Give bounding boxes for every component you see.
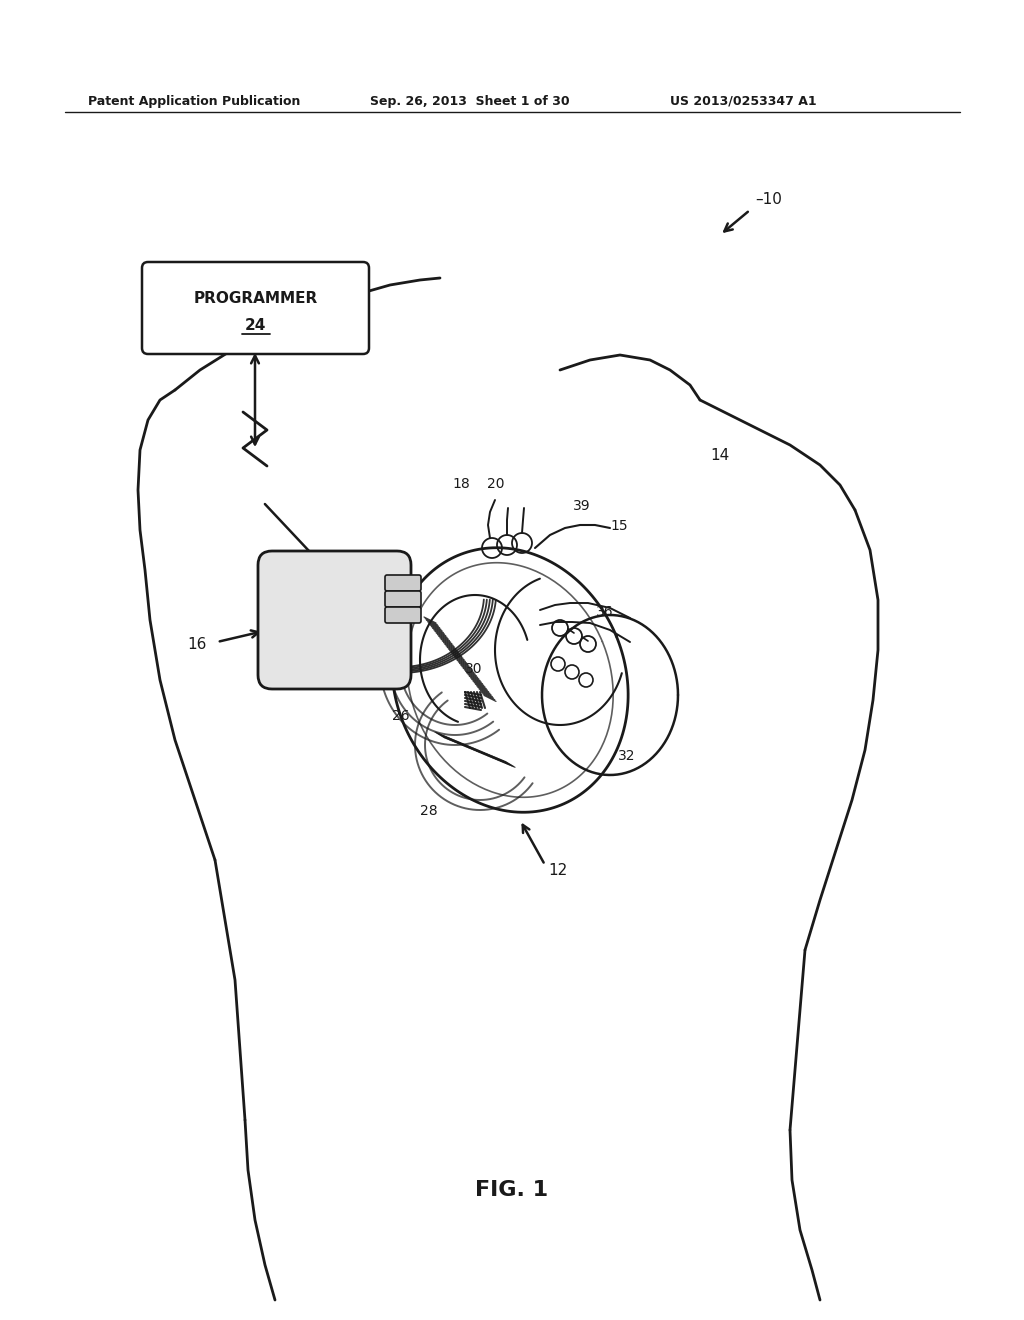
Text: Patent Application Publication: Patent Application Publication — [88, 95, 300, 108]
Text: –10: –10 — [755, 193, 782, 207]
FancyBboxPatch shape — [258, 550, 411, 689]
FancyBboxPatch shape — [385, 576, 421, 591]
Text: 14: 14 — [710, 447, 729, 463]
Text: 20: 20 — [487, 477, 505, 491]
Text: 39: 39 — [573, 499, 591, 513]
Text: 36: 36 — [596, 605, 613, 619]
Text: 30: 30 — [465, 663, 482, 676]
Text: 15: 15 — [610, 519, 628, 533]
Text: FIG. 1: FIG. 1 — [475, 1180, 549, 1200]
Text: PROGRAMMER: PROGRAMMER — [194, 290, 317, 306]
Text: 22: 22 — [398, 599, 416, 612]
FancyBboxPatch shape — [385, 591, 421, 607]
Text: Sep. 26, 2013  Sheet 1 of 30: Sep. 26, 2013 Sheet 1 of 30 — [370, 95, 569, 108]
Text: 24: 24 — [245, 318, 266, 333]
Text: 28: 28 — [420, 804, 437, 818]
Text: 12: 12 — [548, 863, 567, 878]
Text: 16: 16 — [187, 636, 207, 652]
Text: US 2013/0253347 A1: US 2013/0253347 A1 — [670, 95, 816, 108]
Text: 26: 26 — [392, 709, 410, 723]
Text: 18: 18 — [452, 477, 470, 491]
FancyBboxPatch shape — [142, 261, 369, 354]
Text: 32: 32 — [618, 748, 636, 763]
FancyBboxPatch shape — [385, 607, 421, 623]
